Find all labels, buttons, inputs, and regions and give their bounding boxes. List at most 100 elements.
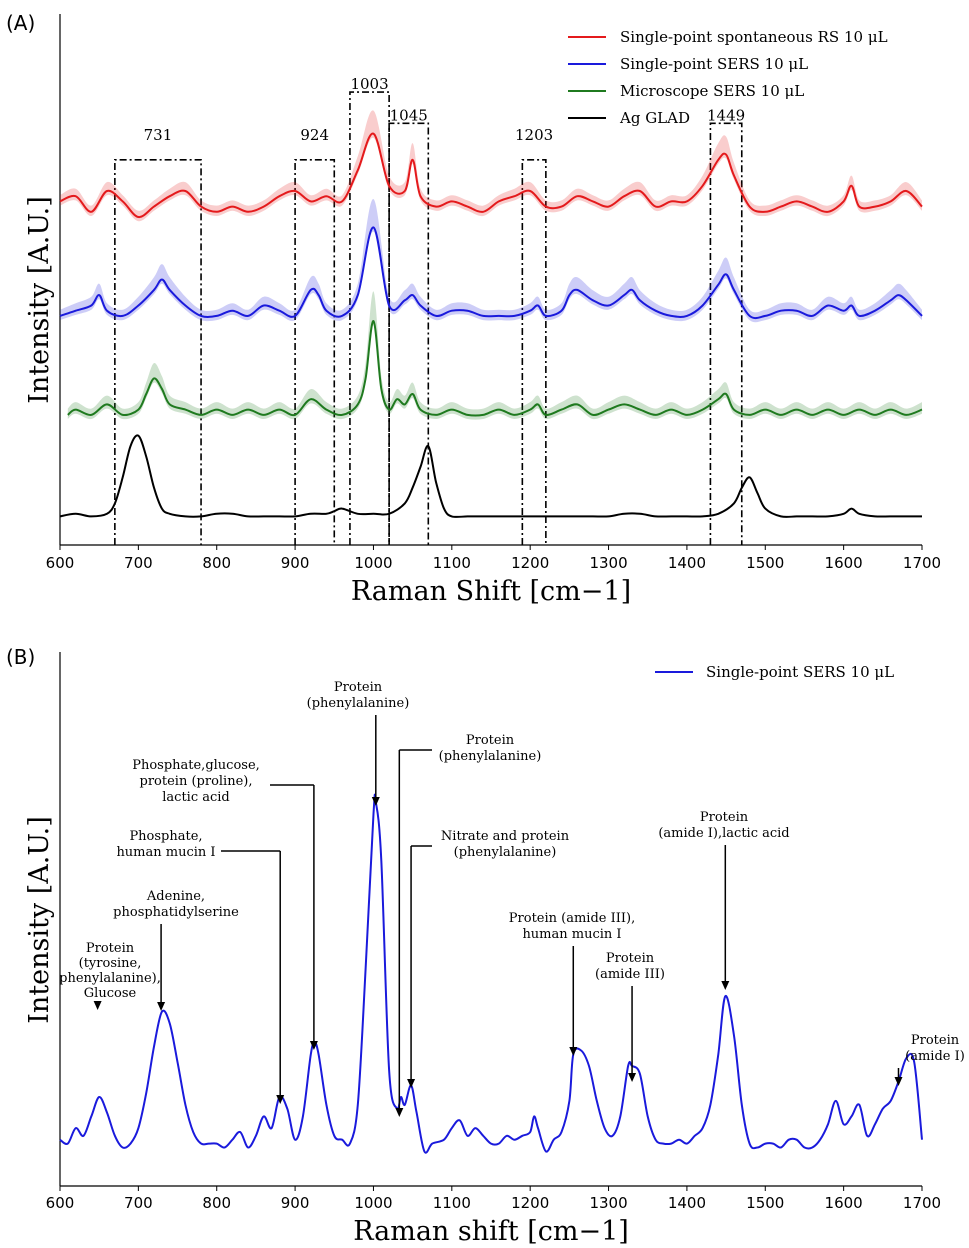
legend-entry: Single-point SERS 10 μL [620,55,808,73]
x-tick-label: 1600 [825,554,863,572]
x-tick-label: 900 [281,554,310,572]
annotation-arrow-head [407,1079,416,1088]
annotation-arrow-head [93,1001,102,1010]
panel-a-legend: Single-point spontaneous RS 10 μL Single-… [568,28,888,127]
peak-box [521,158,547,545]
peak-box [114,158,202,545]
peak-annotation-text: (amide III) [595,967,665,982]
peak-annotation-text: Phosphate,glucose, [132,758,260,773]
series-line [59,226,923,320]
legend-entry: Single-point spontaneous RS 10 μL [620,28,888,46]
panel-a-series [59,110,923,518]
peak-label: 1449 [707,106,745,124]
x-tick-label: 1200 [511,1194,549,1212]
legend-entry: Single-point SERS 10 μL [706,663,894,681]
series-line [59,793,923,1154]
peak-annotation-text: Protein [911,1033,960,1048]
panel-a: (A) 600 700 800 900 1000 1100 1200 1300 1400 1500… [6,11,941,607]
panel-a-label: (A) [6,11,35,35]
x-tick-label: 1100 [433,554,471,572]
x-tick-label: 1000 [354,1194,392,1212]
series-line [59,132,923,219]
x-tick-label: 1400 [668,1194,706,1212]
legend-entry: Ag GLAD [619,109,690,127]
annotation-arrow-head [395,1108,404,1117]
peak-annotation-text: Protein [606,951,655,966]
peak-label: 1045 [390,106,428,124]
x-tick-label: 600 [46,554,75,572]
peak-box [709,122,743,545]
peak-annotation-text: Nitrate and protein [441,829,570,844]
series-line [67,320,923,417]
x-tick-label: 1000 [354,554,392,572]
annotation-arrow-head [894,1077,903,1086]
peak-annotation-text: human mucin I [116,845,215,860]
peak-annotation-text: (phenylalanine) [307,696,410,711]
annotation-arrow-head [276,1095,285,1104]
x-tick-label: 1300 [589,554,627,572]
x-tick-label: 800 [202,1194,231,1212]
peak-annotation-text: Glucose [84,986,137,1001]
annotation-arrow-head [371,797,380,806]
peak-label: 731 [144,126,173,144]
x-tick-label: 1700 [903,554,941,572]
peak-label: 1203 [515,126,553,144]
annotation-arrow-head [157,1002,166,1011]
x-tick-label: 700 [124,554,153,572]
x-tick-label: 700 [124,1194,153,1212]
x-tick-label: 600 [46,1194,75,1212]
legend-entry: Microscope SERS 10 μL [620,82,804,100]
peak-box [349,91,390,545]
peak-annotation-text: human mucin I [522,927,621,942]
panel-b-annotations: Protein(tyrosine,phenylalanine),GlucoseA… [59,680,965,1117]
peak-annotation-text: (amide I),lactic acid [658,826,789,841]
panel-b-label: (B) [6,645,35,669]
peak-box [294,158,336,545]
peak-annotation-text: (tyrosine, [79,956,142,971]
panel-a-x-axis-label: Raman Shift [cm−1] [351,576,631,607]
peak-annotation-text: (amide I) [905,1049,965,1064]
series-band [60,110,922,222]
annotation-arrow-head [569,1047,578,1056]
peak-annotation-text: lactic acid [162,790,230,805]
panel-b-legend: Single-point SERS 10 μL [655,663,894,681]
peak-annotation-text: Protein [86,941,135,956]
peak-annotation-text: (phenylalanine) [439,749,542,764]
peak-annotation-text: Protein [334,680,383,695]
series-band [60,199,922,323]
peak-annotation-text: Protein [466,733,515,748]
series-band [67,291,923,420]
peak-annotation-text: Protein (amide III), [509,911,635,926]
peak-annotation-text: protein (proline), [140,774,253,789]
panel-b-x-axis-label: Raman shift [cm−1] [353,1216,629,1247]
peak-annotation-text: Protein [700,810,749,825]
peak-label: 924 [300,126,329,144]
x-tick-label: 1700 [903,1194,941,1212]
x-tick-label: 900 [281,1194,310,1212]
panel-a-y-axis-label: Intensity [A.U.] [24,196,55,403]
x-tick-label: 1400 [668,554,706,572]
panel-b-x-ticks: 600 700 800 900 1000 1100 1200 1300 1400 1500 1600… [46,1186,941,1212]
annotation-arrow-head [309,1041,318,1050]
annotation-arrow-head [721,981,730,990]
panel-b-series [59,793,923,1154]
panel-b-y-axis-label: Intensity [A.U.] [24,816,55,1023]
peak-label: 1003 [350,75,388,93]
series-line [59,434,922,518]
x-tick-label: 1200 [511,554,549,572]
panel-b: (B) 600 700 800 900 1000 1100 1200 1300 1400 1500… [6,645,965,1247]
x-tick-label: 1500 [746,1194,784,1212]
x-tick-label: 800 [202,554,231,572]
peak-annotation-text: Adenine, [146,889,205,904]
x-tick-label: 1100 [433,1194,471,1212]
peak-annotation-text: Phosphate, [129,829,202,844]
peak-box [388,122,430,545]
x-tick-label: 1600 [825,1194,863,1212]
x-tick-label: 1300 [589,1194,627,1212]
x-tick-label: 1500 [746,554,784,572]
annotation-arrow-head [628,1073,637,1082]
peak-annotation-text: phosphatidylserine [113,905,239,920]
peak-annotation-text: (phenylalanine) [454,845,557,860]
